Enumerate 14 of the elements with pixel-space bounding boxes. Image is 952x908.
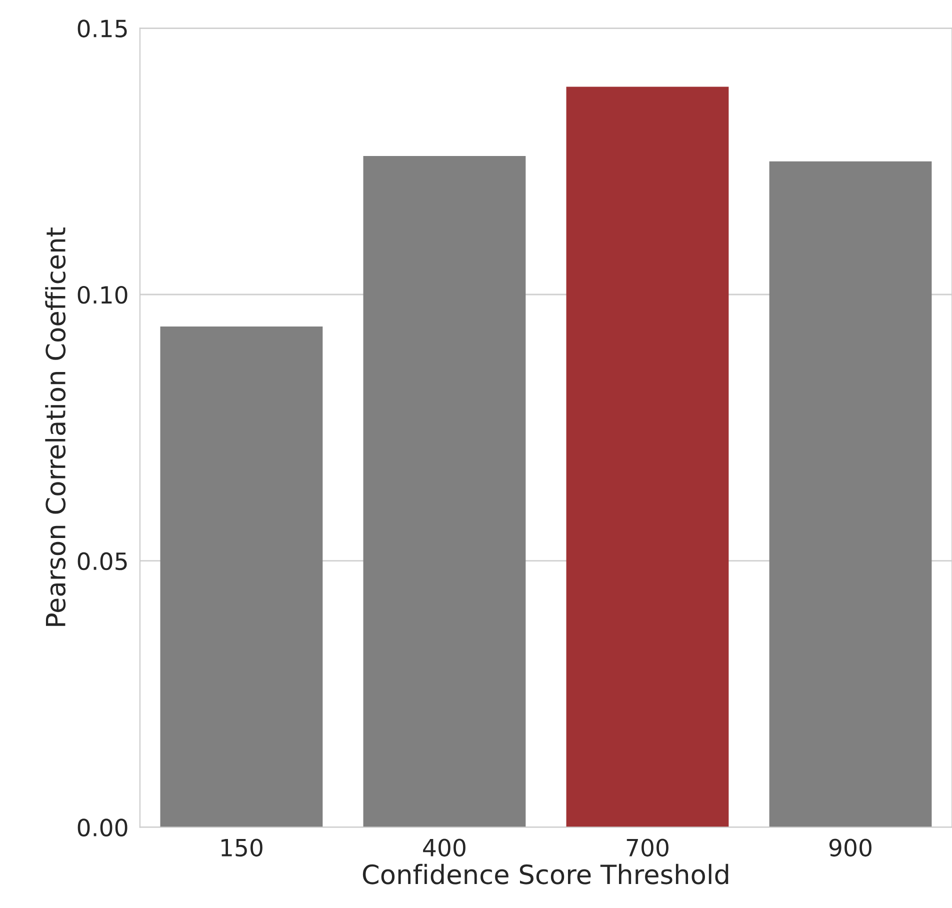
y-tick-label: 0.15 <box>78 20 127 38</box>
y-tick-label: 0.05 <box>78 552 127 570</box>
y-axis-title: Pearson Correlation Coefficent <box>45 227 66 626</box>
bar <box>363 156 526 828</box>
x-tick-label: 150 <box>222 838 262 857</box>
x-axis-title: Confidence Score Threshold <box>362 864 728 884</box>
y-tick-label: 0.10 <box>78 286 128 304</box>
bar <box>566 86 729 828</box>
y-tick-label: 0.00 <box>78 818 128 836</box>
x-tick-label: 700 <box>626 838 668 857</box>
x-tick-label: 900 <box>829 838 872 857</box>
x-tick-label: 400 <box>423 838 466 857</box>
bar <box>769 161 932 828</box>
bar <box>160 326 323 828</box>
